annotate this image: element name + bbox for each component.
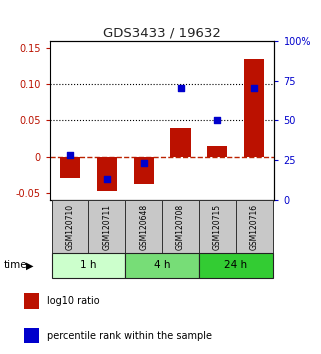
Bar bbox=[162, 200, 199, 253]
Point bbox=[67, 153, 73, 158]
Text: GSM120648: GSM120648 bbox=[139, 204, 148, 250]
Bar bbox=[134, 156, 154, 184]
Text: 1 h: 1 h bbox=[80, 261, 97, 270]
Text: ▶: ▶ bbox=[26, 261, 34, 270]
Point bbox=[252, 86, 257, 91]
Bar bbox=[52, 253, 125, 278]
Bar bbox=[199, 253, 273, 278]
Bar bbox=[24, 328, 39, 343]
Point bbox=[215, 118, 220, 123]
Text: percentile rank within the sample: percentile rank within the sample bbox=[47, 331, 212, 341]
Text: GSM120708: GSM120708 bbox=[176, 204, 185, 250]
Text: 24 h: 24 h bbox=[224, 261, 247, 270]
Bar bbox=[52, 200, 88, 253]
Text: time: time bbox=[3, 261, 27, 270]
Point bbox=[104, 176, 109, 182]
Title: GDS3433 / 19632: GDS3433 / 19632 bbox=[103, 27, 221, 40]
Bar bbox=[199, 200, 236, 253]
Text: GSM120710: GSM120710 bbox=[65, 204, 74, 250]
Bar bbox=[125, 253, 199, 278]
Bar bbox=[244, 59, 264, 156]
Point bbox=[141, 160, 146, 166]
Bar bbox=[60, 156, 80, 178]
Text: log10 ratio: log10 ratio bbox=[47, 296, 100, 306]
Bar bbox=[170, 127, 191, 156]
Bar bbox=[88, 200, 125, 253]
Bar bbox=[97, 156, 117, 190]
Bar bbox=[207, 146, 228, 156]
Point bbox=[178, 86, 183, 91]
Bar bbox=[24, 293, 39, 309]
Text: GSM120711: GSM120711 bbox=[102, 204, 111, 250]
Text: 4 h: 4 h bbox=[154, 261, 170, 270]
Text: GSM120715: GSM120715 bbox=[213, 204, 222, 250]
Bar bbox=[236, 200, 273, 253]
Text: GSM120716: GSM120716 bbox=[250, 204, 259, 250]
Bar bbox=[125, 200, 162, 253]
